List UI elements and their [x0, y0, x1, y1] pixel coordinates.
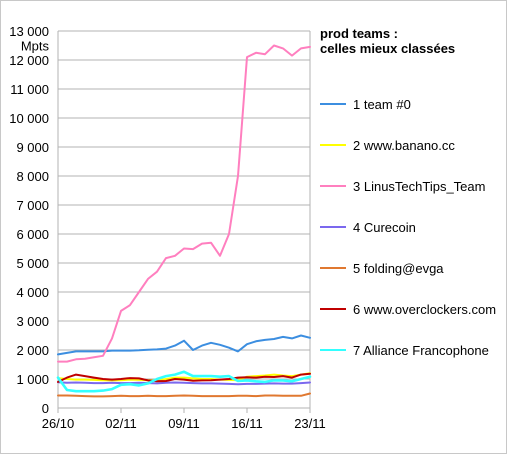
y-tick-label: 13 000: [9, 24, 49, 39]
legend-entry: 3 LinusTechTips_Team: [353, 179, 485, 194]
x-tick-label: 02/11: [105, 416, 137, 431]
legend-entry: 2 www.banano.cc: [353, 138, 455, 153]
legend: 1 team #0 2 www.banano.cc 3 LinusTechTips_…: [320, 97, 496, 358]
series-line-3: [57, 44, 311, 363]
y-tick-label: 1 000: [16, 372, 49, 387]
series-line-2: [57, 372, 311, 382]
x-axis-ticks: 26/10 02/11 09/11 16/11 23/11: [42, 408, 326, 431]
y-tick-label: 8 000: [16, 169, 49, 184]
series-line-4: [57, 381, 311, 386]
grid: [57, 30, 311, 409]
y-tick-label: 9 000: [16, 140, 49, 155]
legend-entry: 6 www.overclockers.com: [353, 302, 496, 317]
y-tick-label: 10 000: [9, 111, 49, 126]
y-tick-label: 7 000: [16, 198, 49, 213]
legend-entry: 7 Alliance Francophone: [353, 343, 489, 358]
y-tick-label: 2 000: [16, 343, 49, 358]
series-line-1: [57, 334, 311, 356]
legend-entry: 1 team #0: [353, 97, 411, 112]
legend-entry: 4 Curecoin: [353, 220, 416, 235]
y-axis-label: Mpts: [21, 39, 50, 54]
plot-area: [56, 44, 312, 398]
x-tick-label: 09/11: [168, 416, 200, 431]
series-line-7: [56, 370, 312, 393]
series-line-5: [57, 392, 311, 398]
chart-title-line-1: prod teams :: [320, 26, 398, 41]
legend-entry: 5 folding@evga: [353, 261, 444, 276]
y-tick-label: 5 000: [16, 256, 49, 271]
y-tick-label: 0: [42, 401, 49, 416]
y-tick-label: 6 000: [16, 227, 49, 242]
y-tick-label: 3 000: [16, 314, 49, 329]
series-line-6: [57, 372, 311, 383]
y-tick-label: 11 000: [10, 82, 49, 97]
y-tick-label: 12 000: [9, 53, 49, 68]
x-tick-label: 26/10: [42, 416, 75, 431]
y-tick-label: 4 000: [16, 285, 49, 300]
x-tick-label: 16/11: [231, 416, 263, 431]
x-tick-label: 23/11: [294, 416, 326, 431]
chart-title-line-2: celles mieux classées: [320, 41, 455, 56]
y-axis-ticks: 0 1 000 2 000 3 000 4 000 5 000 6 000 7 000 8 00…: [9, 24, 49, 416]
